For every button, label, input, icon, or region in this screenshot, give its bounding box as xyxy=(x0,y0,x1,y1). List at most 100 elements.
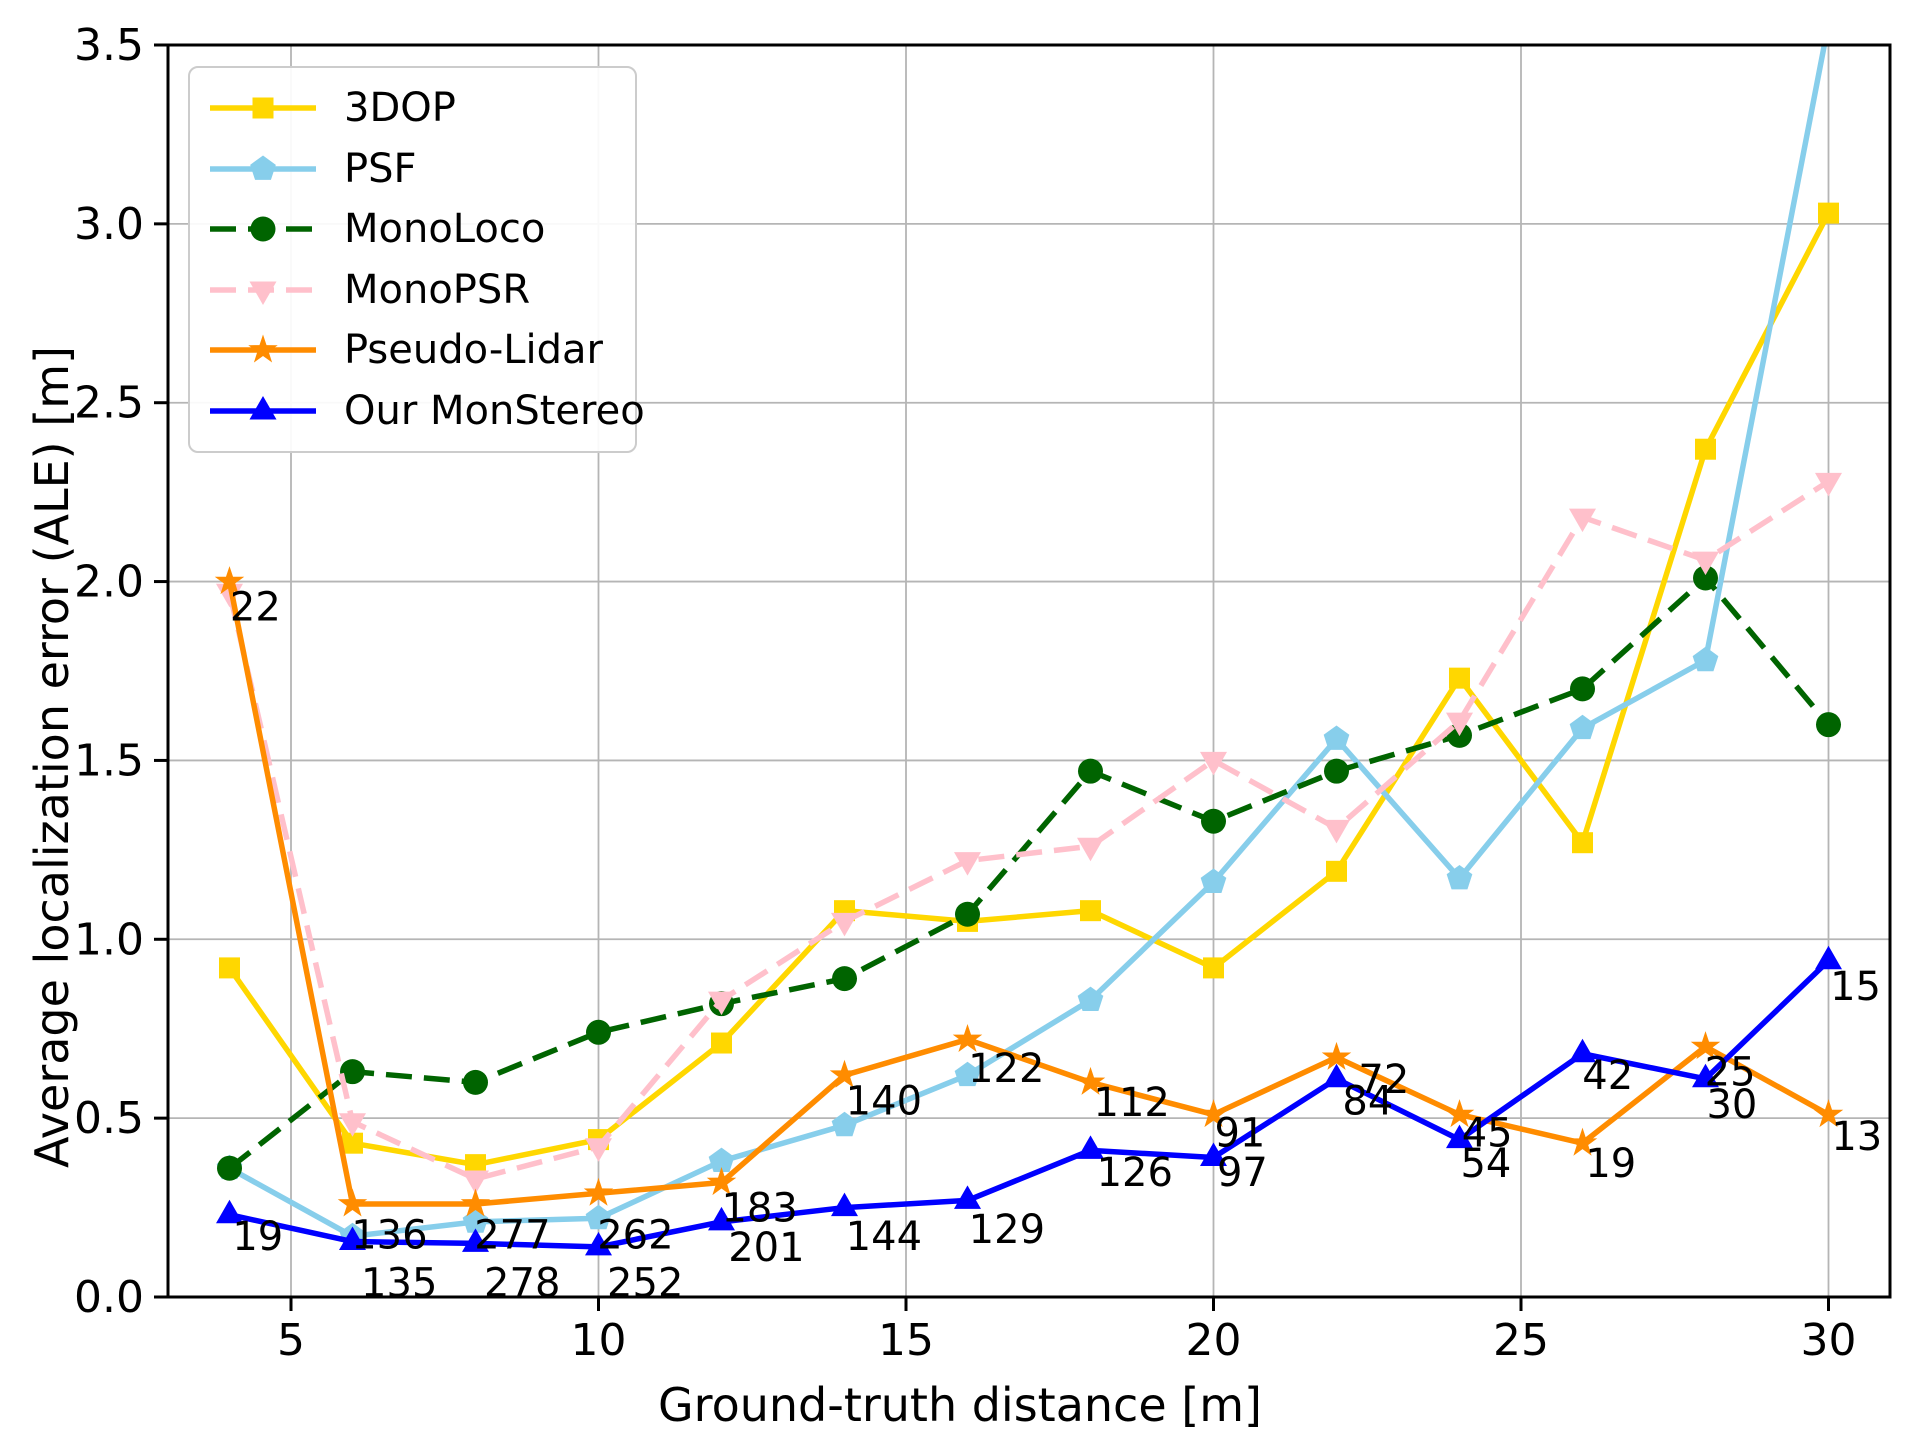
count-annotation: 135 xyxy=(361,1261,437,1307)
series-line xyxy=(228,45,1828,1239)
count-annotation: 201 xyxy=(728,1225,804,1271)
data-point-marker xyxy=(1813,1099,1844,1128)
data-point-marker xyxy=(1572,832,1593,854)
data-point-marker xyxy=(1690,1031,1721,1060)
legend-item-label: MonoPSR xyxy=(344,266,531,313)
series-line xyxy=(226,581,1830,1207)
data-point-marker xyxy=(1200,751,1227,776)
count-annotation: 144 xyxy=(846,1214,922,1260)
legend-item-label: MonoLoco xyxy=(344,206,546,253)
axis-ticks: 5 10 15 20 25 300.00.51.01.52.02.53.03.5 xyxy=(74,20,1856,1366)
count-annotation: 136 xyxy=(351,1212,427,1258)
count-annotation: 140 xyxy=(846,1078,922,1124)
count-annotation: 97 xyxy=(1217,1150,1268,1196)
data-point-marker xyxy=(585,1204,612,1230)
count-annotation: 278 xyxy=(484,1261,560,1307)
data-point-marker xyxy=(1815,472,1842,497)
series-monopsr xyxy=(216,472,1842,1194)
data-point-marker xyxy=(831,912,858,937)
legend-sample-line xyxy=(210,395,316,420)
series-line xyxy=(228,958,1831,1250)
count-annotation: 22 xyxy=(230,585,281,631)
legend: 3DOP PSF MonoLoco MonoPSR Pseudo-Lidar O… xyxy=(188,66,645,453)
x-tick-label: 25 xyxy=(1493,1315,1549,1366)
count-annotation: 183 xyxy=(721,1186,797,1232)
data-point-marker xyxy=(583,1177,614,1206)
data-point-marker xyxy=(1446,1124,1473,1149)
legend-item-monoloco: MonoLoco xyxy=(204,201,635,257)
series-line xyxy=(226,479,1830,1182)
legend-sample-line xyxy=(210,216,316,242)
data-point-marker xyxy=(1080,900,1101,922)
x-tick-label: 10 xyxy=(571,1315,627,1366)
data-point-marker xyxy=(1201,808,1226,834)
data-point-marker xyxy=(1446,864,1473,890)
y-tick-label: 2.5 xyxy=(74,378,144,429)
legend-sample-line xyxy=(210,97,316,119)
y-tick-label: 1.5 xyxy=(74,735,144,786)
legend-item-pseudo-lidar: Pseudo-Lidar xyxy=(204,322,635,378)
data-point-marker xyxy=(1695,438,1716,460)
count-annotation: 54 xyxy=(1460,1141,1511,1187)
data-point-marker xyxy=(219,957,240,979)
data-point-marker xyxy=(249,395,277,420)
y-tick-label: 0.0 xyxy=(74,1272,144,1323)
series-monoloco xyxy=(217,565,1841,1181)
y-tick-label: 1.0 xyxy=(74,914,144,965)
data-point-marker xyxy=(1692,646,1719,672)
data-point-marker xyxy=(339,1226,366,1251)
data-point-marker xyxy=(711,1032,732,1054)
data-point-marker xyxy=(1200,1142,1227,1166)
legend-item-monopsr: MonoPSR xyxy=(204,262,635,318)
count-annotation: 13 xyxy=(1831,1114,1882,1160)
data-point-marker xyxy=(217,1155,242,1181)
data-point-marker xyxy=(708,1147,735,1172)
data-point-marker xyxy=(1077,1135,1104,1159)
data-point-marker xyxy=(1816,10,1842,34)
data-point-marker xyxy=(708,1206,735,1231)
count-annotation: 19 xyxy=(1585,1141,1636,1187)
y-tick-label: 3.0 xyxy=(74,199,144,250)
data-point-marker xyxy=(832,966,857,992)
data-point-marker xyxy=(1075,1066,1106,1095)
data-point-marker xyxy=(954,852,981,876)
x-tick-label: 20 xyxy=(1186,1315,1242,1366)
x-tick-label: 30 xyxy=(1801,1315,1857,1366)
legend-item-our-monstereo: Our MonStereo xyxy=(204,383,645,439)
data-point-marker xyxy=(1323,1063,1350,1088)
data-point-marker xyxy=(1692,1063,1719,1088)
data-point-marker xyxy=(214,566,245,595)
data-point-marker xyxy=(1203,957,1224,979)
data-point-marker xyxy=(586,1019,611,1045)
data-point-marker xyxy=(216,1199,243,1224)
data-point-marker xyxy=(462,1228,489,1252)
data-point-marker xyxy=(1815,945,1842,970)
count-annotation: 42 xyxy=(1582,1053,1633,1099)
data-point-marker xyxy=(460,1188,491,1217)
data-point-marker xyxy=(252,97,274,119)
data-point-marker xyxy=(585,1231,612,1256)
data-point-marker xyxy=(463,1069,488,1095)
legend-sample-line xyxy=(210,155,316,180)
legend-item-label: Our MonStereo xyxy=(344,387,645,434)
data-point-marker xyxy=(1570,676,1595,702)
count-annotation: 19 xyxy=(232,1214,283,1260)
data-point-marker xyxy=(1078,758,1103,784)
count-annotation: 122 xyxy=(968,1046,1044,1092)
data-point-marker xyxy=(465,1154,486,1176)
count-annotation: 15 xyxy=(1830,964,1881,1010)
data-point-marker xyxy=(1569,714,1596,740)
count-annotation: 45 xyxy=(1462,1110,1513,1156)
count-annotation: 277 xyxy=(474,1212,550,1258)
legend-item-psf: PSF xyxy=(204,141,635,197)
data-point-marker xyxy=(954,1061,981,1087)
x-axis-label: Ground-truth distance [m] xyxy=(658,1378,1262,1432)
count-annotation: 91 xyxy=(1214,1110,1265,1156)
data-point-marker xyxy=(1323,819,1350,844)
data-point-marker xyxy=(1200,868,1227,893)
data-point-marker xyxy=(340,1059,365,1085)
data-point-marker xyxy=(831,1192,858,1217)
series-line xyxy=(227,575,1831,1171)
legend-sample-line xyxy=(210,281,316,305)
data-point-marker xyxy=(954,1185,981,1209)
